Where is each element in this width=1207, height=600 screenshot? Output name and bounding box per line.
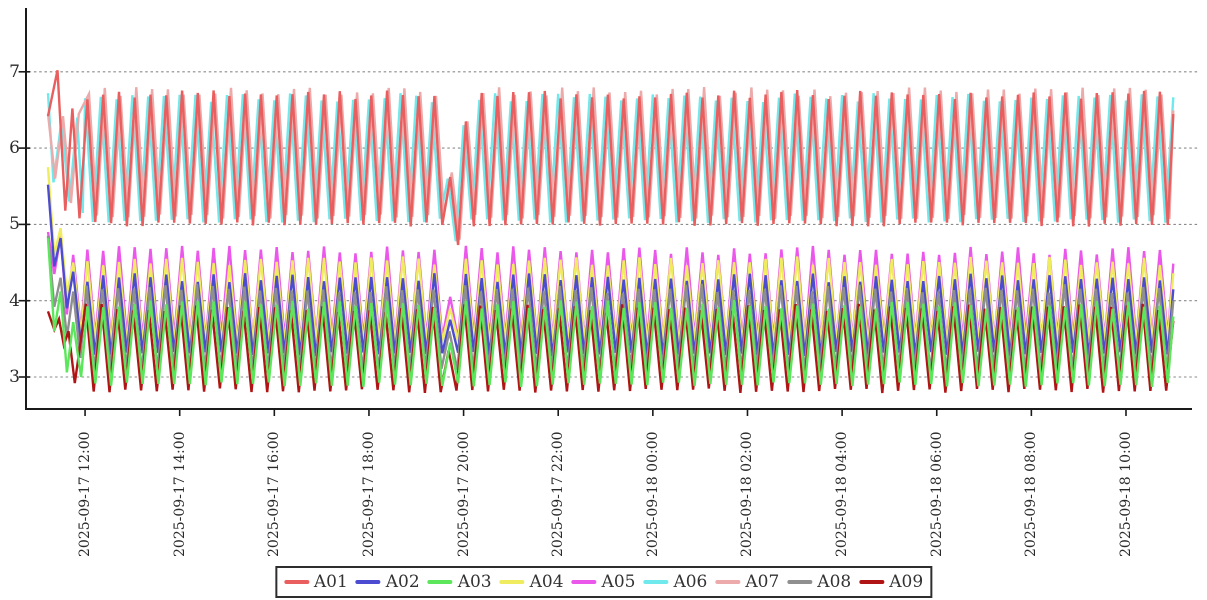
x-axis-tick-label: 2025-09-17 22:00 — [550, 431, 567, 557]
legend-swatch-icon — [859, 580, 885, 584]
y-axis-tick-label: 5 — [9, 214, 20, 235]
legend-item-a05: A05 — [571, 569, 636, 595]
axes-layer — [19, 8, 1192, 416]
series-line-a04 — [46, 167, 1175, 345]
legend-item-a09: A09 — [859, 569, 923, 595]
series-line-a07 — [46, 87, 1175, 240]
legend-label: A06 — [673, 572, 708, 592]
x-axis-tick-label: 2025-09-18 06:00 — [928, 431, 945, 557]
series-line-a05 — [46, 231, 1175, 342]
x-axis-tick-label: 2025-09-18 02:00 — [739, 431, 756, 557]
x-axis-tick-label: 2025-09-17 12:00 — [77, 431, 94, 557]
legend-swatch-icon — [715, 580, 741, 584]
legend-item-a04: A04 — [499, 569, 564, 595]
x-axis-tick-label: 2025-09-17 14:00 — [171, 431, 188, 557]
x-axis-tick-label: 2025-09-18 04:00 — [834, 431, 851, 557]
y-axis-tick-label: 7 — [9, 61, 20, 82]
legend-swatch-icon — [787, 580, 813, 584]
series-line-a03 — [46, 238, 1175, 388]
legend-swatch-icon — [643, 580, 669, 584]
y-axis-tick-label: 4 — [9, 290, 20, 311]
series-layer — [46, 70, 1175, 394]
legend-label: A09 — [889, 572, 924, 592]
x-axis-tick-label: 2025-09-17 18:00 — [360, 431, 377, 557]
legend-label: A04 — [529, 572, 564, 592]
legend-swatch-icon — [355, 580, 381, 584]
legend-item-a07: A07 — [715, 569, 779, 595]
legend-swatch-icon — [499, 580, 525, 584]
legend-item-a01: A01 — [283, 569, 348, 595]
series-line-a08 — [46, 235, 1175, 372]
legend-item-a06: A06 — [643, 569, 707, 595]
legend-swatch-icon — [427, 580, 453, 584]
x-axis-tick-label: 2025-09-18 00:00 — [644, 431, 661, 557]
legend-label: A02 — [385, 572, 420, 592]
legend-swatch-icon — [283, 580, 309, 584]
series-line-a06 — [46, 93, 1175, 242]
legend-label: A07 — [745, 572, 780, 592]
legend-label: A03 — [457, 572, 492, 592]
legend-item-a02: A02 — [355, 569, 420, 595]
legend-label: A05 — [601, 572, 636, 592]
legend-label: A01 — [313, 572, 348, 592]
x-axis-tick-label: 2025-09-17 20:00 — [455, 431, 472, 557]
y-axis-tick-label: 3 — [9, 367, 20, 387]
series-line-a02 — [46, 184, 1175, 357]
legend-label: A08 — [817, 572, 852, 592]
legend-swatch-icon — [571, 580, 597, 584]
x-axis-tick-label: 2025-09-18 10:00 — [1117, 431, 1134, 557]
legend-item-a08: A08 — [787, 569, 851, 595]
legend-item-a03: A03 — [427, 569, 492, 595]
x-axis-tick-label: 2025-09-17 16:00 — [266, 431, 283, 557]
legend-box: A01 A02 A03 A04 A05 A06 A07 A08 A09 — [274, 566, 933, 598]
x-axis-tick-label: 2025-09-18 08:00 — [1023, 431, 1040, 557]
series-line-a01 — [46, 70, 1175, 246]
y-axis-tick-label: 6 — [9, 138, 20, 159]
